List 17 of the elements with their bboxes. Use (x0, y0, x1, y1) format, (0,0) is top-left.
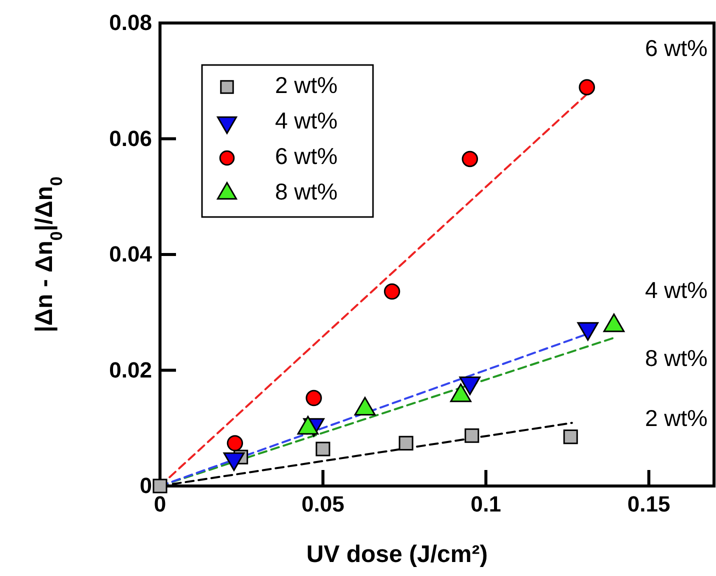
x-tick-label: 0.05 (302, 492, 344, 517)
x-tick-label: 0.1 (470, 492, 502, 517)
x-axis-title: UV dose (J/cm²) (306, 541, 488, 568)
y-tick-label: 0 (140, 473, 152, 498)
x-tick-label: 0.15 (627, 492, 670, 517)
y-tick-label: 0.02 (109, 357, 152, 382)
legend-label: 8 wt% (275, 178, 338, 205)
legend-label: 6 wt% (275, 143, 338, 170)
annotation: 6 wt% (645, 35, 708, 62)
y-tick-label: 0.08 (109, 10, 152, 36)
legend-label: 2 wt% (275, 72, 338, 98)
annotation: 8 wt% (645, 345, 708, 372)
annotation: 2 wt% (645, 405, 708, 432)
y-tick-label: 0.04 (109, 242, 153, 267)
legend-label: 4 wt% (275, 108, 338, 134)
annotation: 4 wt% (645, 277, 708, 304)
y-tick-label: 0.06 (109, 126, 152, 151)
